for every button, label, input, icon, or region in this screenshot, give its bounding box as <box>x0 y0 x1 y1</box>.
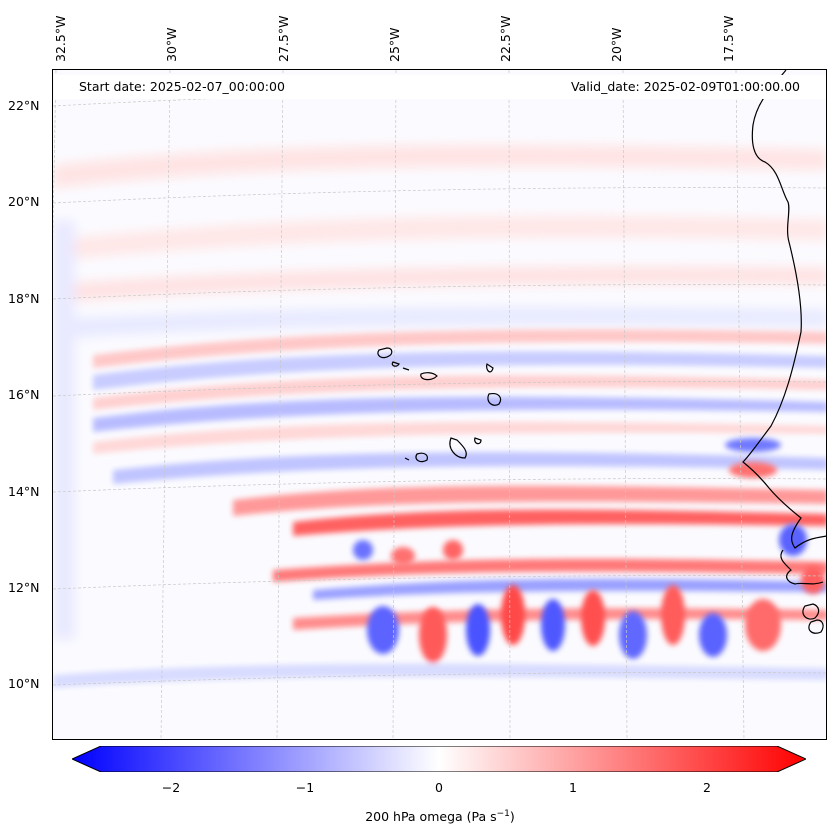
coastline <box>377 70 826 634</box>
cb-tick-minus-2: −2 <box>161 780 181 795</box>
lon-label-22-5w: 22.5°W <box>498 15 513 62</box>
date-header <box>54 75 826 99</box>
lat-label-16n: 16°N <box>8 387 40 402</box>
omega-cells-south <box>53 438 826 688</box>
graticule <box>53 70 826 739</box>
valid-date-label: Valid_date: 2025-02-09T01:00:00.00 <box>570 79 800 94</box>
map-panel: Start date: 2025-02-07_00:00:00 Valid_da… <box>52 69 827 740</box>
omega-bands-middle <box>93 329 826 630</box>
lon-label-25w: 25°W <box>387 27 402 62</box>
lon-label-32-5w: 32.5°W <box>53 15 68 62</box>
colorbar <box>72 746 806 772</box>
cb-tick-2: 2 <box>703 780 711 795</box>
lat-label-20n: 20°N <box>8 194 40 209</box>
start-date-label: Start date: 2025-02-07_00:00:00 <box>79 79 285 94</box>
cb-tick-1: 1 <box>569 780 577 795</box>
colorbar-label-prefix: 200 hPa omega (Pa s <box>365 809 497 825</box>
lat-label-10n: 10°N <box>8 676 40 691</box>
cb-tick-0: 0 <box>435 780 443 795</box>
colorbar-label: 200 hPa omega (Pa s−1) <box>0 809 837 824</box>
colorbar-label-exp: −1 <box>496 809 510 819</box>
lon-label-30w: 30°W <box>164 27 179 62</box>
omega-field-map <box>53 70 826 739</box>
colorbar-label-suffix: ) <box>509 809 515 825</box>
lat-label-12n: 12°N <box>8 580 40 595</box>
lat-label-22n: 22°N <box>8 98 40 113</box>
lat-label-18n: 18°N <box>8 291 40 306</box>
colorbar-gradient <box>72 746 806 772</box>
lon-label-17-5w: 17.5°W <box>721 15 736 62</box>
lon-label-20w: 20°W <box>609 27 624 62</box>
cb-tick-minus-1: −1 <box>295 780 315 795</box>
lon-label-27-5w: 27.5°W <box>276 15 291 62</box>
omega-bands-north <box>53 145 826 640</box>
lat-label-14n: 14°N <box>8 484 40 499</box>
